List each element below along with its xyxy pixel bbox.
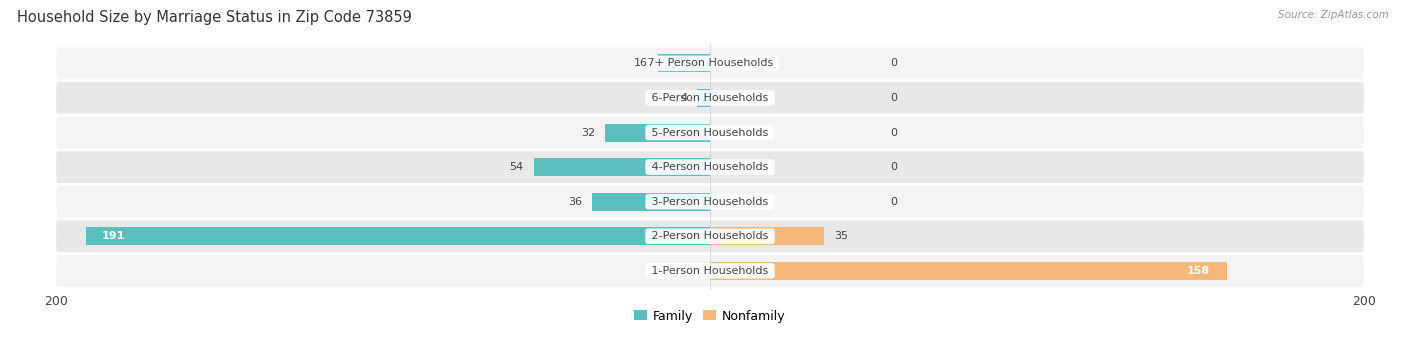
Bar — [710, 227, 824, 245]
Bar — [710, 262, 1226, 280]
Text: 5-Person Households: 5-Person Households — [648, 128, 772, 137]
Text: 54: 54 — [509, 162, 523, 172]
Text: 4: 4 — [681, 93, 688, 103]
FancyBboxPatch shape — [56, 82, 1364, 114]
Text: 3-Person Households: 3-Person Households — [648, 197, 772, 207]
Bar — [533, 158, 710, 176]
Text: 0: 0 — [890, 197, 897, 207]
Text: 32: 32 — [582, 128, 596, 137]
Text: 0: 0 — [890, 93, 897, 103]
Text: 0: 0 — [890, 162, 897, 172]
Text: 16: 16 — [634, 58, 648, 68]
Text: Source: ZipAtlas.com: Source: ZipAtlas.com — [1278, 10, 1389, 20]
Bar — [697, 89, 710, 107]
FancyBboxPatch shape — [56, 117, 1364, 148]
Text: 158: 158 — [1187, 266, 1211, 276]
FancyBboxPatch shape — [56, 220, 1364, 252]
Bar — [606, 123, 710, 142]
Legend: Family, Nonfamily: Family, Nonfamily — [630, 305, 790, 328]
FancyBboxPatch shape — [56, 186, 1364, 218]
FancyBboxPatch shape — [56, 47, 1364, 79]
Text: 191: 191 — [103, 231, 125, 241]
FancyBboxPatch shape — [56, 255, 1364, 287]
FancyBboxPatch shape — [56, 151, 1364, 183]
Text: 2-Person Households: 2-Person Households — [648, 231, 772, 241]
Text: 1-Person Households: 1-Person Households — [648, 266, 772, 276]
Text: Household Size by Marriage Status in Zip Code 73859: Household Size by Marriage Status in Zip… — [17, 10, 412, 25]
Text: 7+ Person Households: 7+ Person Households — [644, 58, 776, 68]
Bar — [592, 193, 710, 211]
Text: 6-Person Households: 6-Person Households — [648, 93, 772, 103]
Bar — [658, 54, 710, 72]
Bar — [86, 227, 710, 245]
Text: 0: 0 — [890, 58, 897, 68]
Text: 36: 36 — [568, 197, 582, 207]
Text: 4-Person Households: 4-Person Households — [648, 162, 772, 172]
Text: 35: 35 — [834, 231, 848, 241]
Text: 0: 0 — [890, 128, 897, 137]
